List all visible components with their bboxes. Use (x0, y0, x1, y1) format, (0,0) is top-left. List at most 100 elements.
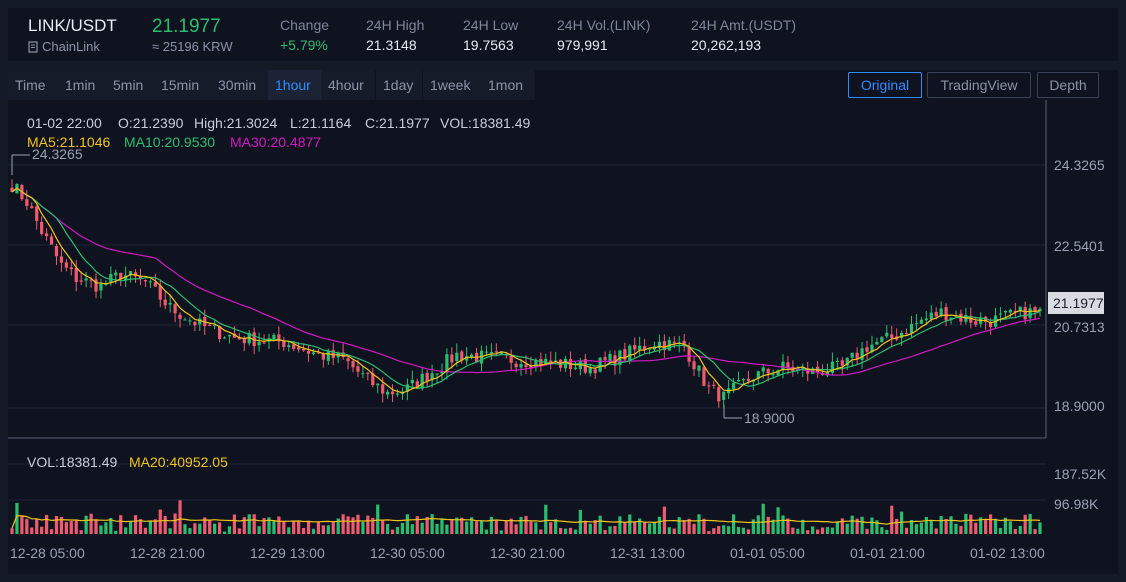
candle (222, 336, 227, 339)
stat-change: Change +5.79% (280, 17, 329, 53)
candle-body (287, 345, 291, 347)
timeframe-4hour[interactable]: 4hour (321, 70, 375, 100)
volume-bar (59, 516, 64, 534)
volume-bar (801, 519, 805, 534)
timeframe-15min[interactable]: 15min (154, 70, 212, 100)
time-axis-label: 12-30 05:00 (370, 545, 445, 561)
ma30-readout: MA30:20.4877 (230, 134, 321, 150)
volume-bar (450, 519, 454, 534)
candlestick-chart[interactable]: 01-02 22:00 O:21.2390 High:21.3024 L:21.… (8, 70, 1118, 574)
candle-body (173, 304, 177, 314)
candle (306, 345, 311, 362)
volume-bar (64, 522, 68, 534)
candle-body (692, 361, 696, 370)
candle (549, 351, 553, 370)
stat-24h-amount: 24H Amt.(USDT) 20,262,193 (691, 17, 796, 53)
candle (712, 380, 716, 390)
candle (84, 271, 88, 288)
volume-bar (549, 522, 553, 534)
candle (697, 365, 701, 378)
candle-body (64, 262, 68, 268)
timeframe-time[interactable]: Time (8, 70, 62, 100)
pair-title[interactable]: LINK/USDT (28, 16, 117, 35)
candle (1023, 301, 1027, 325)
candle-body (974, 321, 978, 325)
volume-bar (227, 526, 232, 534)
timeframe-1day[interactable]: 1day (376, 70, 422, 100)
view-original-button[interactable]: Original (848, 72, 922, 98)
volume-bar (736, 527, 741, 534)
candle (811, 366, 815, 375)
volume-bar (499, 530, 503, 534)
volume-bar (54, 516, 59, 534)
volume-bar (237, 528, 241, 534)
timeframe-5min[interactable]: 5min (106, 70, 156, 100)
candle-body (509, 356, 513, 363)
volume-bar (727, 526, 731, 534)
volume-bar (875, 520, 879, 534)
volume-bar (741, 527, 746, 534)
volume-bar (954, 523, 958, 534)
volume-bar (267, 517, 271, 534)
candle-body (924, 318, 928, 321)
volume-bar (929, 520, 933, 534)
candle (875, 337, 879, 345)
candle-body (272, 334, 276, 340)
volume-bar (519, 516, 523, 534)
candle-body (415, 381, 419, 388)
view-depth-button[interactable]: Depth (1037, 72, 1099, 98)
volume-bar (35, 519, 39, 534)
candle (702, 365, 706, 387)
candle-body (835, 360, 839, 363)
ohlc-low: L:21.1164 (290, 115, 351, 131)
timeframe-1min[interactable]: 1min (58, 70, 108, 100)
min-price-marker: 18.9000 (723, 405, 795, 426)
candle-body (292, 344, 296, 349)
candle (168, 294, 172, 313)
candle-body (25, 199, 29, 206)
candle-body (405, 384, 409, 392)
volume-bar (316, 521, 321, 534)
timeframe-1hour[interactable]: 1hour (268, 70, 322, 100)
timeframe-1mon[interactable]: 1mon (481, 70, 535, 100)
candle-body (707, 385, 711, 387)
candle (311, 348, 316, 356)
candle-body (114, 272, 118, 276)
candle-body (781, 361, 785, 370)
candle-body (395, 393, 400, 395)
volume-bar (534, 522, 538, 534)
timeframe-1week[interactable]: 1week (423, 70, 481, 100)
volume-bar (786, 518, 790, 534)
candle (44, 228, 49, 241)
volume-bar (390, 529, 395, 534)
volume-bar (79, 530, 83, 534)
candle-body (534, 359, 538, 368)
candle-body (890, 334, 894, 339)
volume-bar (652, 522, 657, 534)
candle-body (356, 366, 360, 372)
candle (974, 317, 978, 328)
volume-bar (474, 521, 479, 534)
candle-body (455, 352, 459, 361)
candle-body (519, 364, 523, 368)
candle-body (232, 333, 237, 338)
volume-bar (984, 519, 988, 534)
candle-body (410, 379, 414, 384)
view-tradingview-button[interactable]: TradingView (927, 72, 1031, 98)
candle-body (361, 373, 365, 375)
candle-body (386, 391, 390, 395)
candle-body (282, 341, 286, 347)
chart-grid (8, 164, 1046, 501)
timeframe-30min[interactable]: 30min (211, 70, 269, 100)
volume-bar (336, 518, 340, 534)
ma5-readout: MA5:21.1046 (27, 134, 110, 150)
candle-body (885, 332, 889, 337)
candle-body (445, 354, 449, 373)
price-krw: ≈ 25196 KRW (152, 39, 233, 54)
volume-bar (435, 523, 439, 534)
volume-bar (193, 523, 197, 534)
candle (208, 323, 212, 326)
volume-bar (445, 524, 449, 534)
candle-body (183, 319, 187, 321)
candle (855, 347, 859, 365)
